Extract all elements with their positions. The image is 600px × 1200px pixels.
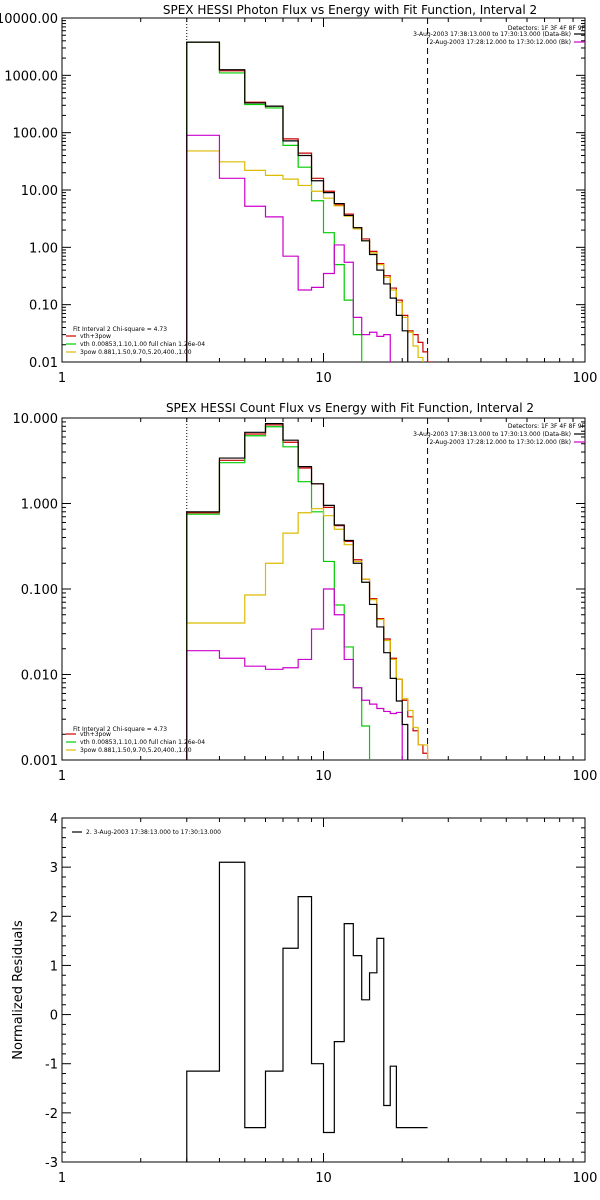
series-line-2	[186, 150, 424, 362]
y-tick-label: 10000.00	[0, 12, 58, 27]
detectors-annotation: Detectors: 1F 3F 4F 8F 9F	[508, 25, 586, 32]
series-line-4	[186, 41, 409, 362]
legend-label: vth+3pow	[80, 333, 111, 340]
y-tick-label: -3	[45, 1156, 58, 1171]
series-line-1	[186, 426, 371, 760]
legend-label: 3pow 0.881,1.50,9.70,5.20,400.,1.00	[80, 349, 192, 356]
x-tick-label: 100	[573, 769, 598, 784]
y-tick-label: 0.10	[29, 299, 58, 314]
y-tick-label: 0.01	[29, 356, 58, 371]
y-tick-label: 1	[50, 959, 58, 974]
y-tick-label: 100.00	[13, 127, 59, 142]
legend-label: vth+3pow	[80, 731, 111, 738]
legend-label: 2-Aug-2003 17:28:12.000 to 17:30:12.000 …	[429, 39, 571, 46]
y-tick-label: 2	[50, 910, 58, 925]
x-tick-label: 1	[58, 1171, 66, 1186]
y-axis-label: Normalized Residuals	[11, 920, 26, 1060]
y-tick-label: -1	[45, 1058, 58, 1073]
legend-top-right: 3-Aug-2003 17:38:13.000 to 17:30:13.000 …	[413, 31, 585, 46]
detectors-annotation: Detectors: 1F 3F 4F 8F 9F	[508, 423, 586, 430]
legend-label: 3pow 0.881,1.50,9.70,5.20,400.,1.00	[80, 747, 192, 754]
y-tick-label: 1.00	[29, 241, 58, 256]
y-tick-label: 10.000	[13, 412, 59, 427]
x-tick-label: 100	[573, 1171, 598, 1186]
count-flux-panel: SPEX HESSI Count Flux vs Energy with Fit…	[13, 401, 598, 784]
legend-label: 2. 3-Aug-2003 17:38:13.000 to 17:30:13.0…	[86, 829, 221, 836]
x-tick-label: 1	[58, 371, 66, 386]
y-tick-label: 0.010	[21, 669, 58, 684]
legend-label: vth 0.00853,1.10,1.00 full chian 1.26e-0…	[80, 341, 205, 348]
photon-flux-panel: SPEX HESSI Photon Flux vs Energy with Fi…	[0, 3, 598, 386]
series-line-0	[186, 861, 428, 1162]
legend-label: vth 0.00853,1.10,1.00 full chian 1.26e-0…	[80, 739, 205, 746]
y-tick-label: 1000.00	[4, 69, 58, 84]
y-tick-label: 0	[50, 1009, 58, 1024]
y-tick-label: 10.00	[21, 184, 58, 199]
series-line-1	[186, 41, 363, 362]
y-tick-label: -2	[45, 1107, 58, 1122]
legend-top-right: 3-Aug-2003 17:38:13.000 to 17:30:13.000 …	[413, 431, 585, 446]
legend-label: 3-Aug-2003 17:38:13.000 to 17:30:13.000 …	[413, 31, 571, 38]
x-tick-label: 10	[315, 769, 332, 784]
y-tick-label: 0.100	[21, 583, 58, 598]
series-line-0	[186, 424, 429, 760]
x-tick-label: 1	[58, 769, 66, 784]
y-tick-label: 1.000	[21, 498, 58, 513]
legend-top-left: 2. 3-Aug-2003 17:38:13.000 to 17:30:13.0…	[72, 829, 221, 836]
series-line-0	[186, 41, 433, 362]
x-tick-label: 100	[573, 371, 598, 386]
y-tick-label: 3	[50, 861, 58, 876]
series-line-4	[186, 423, 409, 760]
chart-title: SPEX HESSI Count Flux vs Energy with Fit…	[166, 401, 534, 415]
fit-annotation: Fit Interval 2 Chi-square = 4.73	[73, 326, 167, 333]
chart-title: SPEX HESSI Photon Flux vs Energy with Fi…	[163, 3, 537, 17]
x-tick-label: 10	[315, 371, 332, 386]
series-line-3	[186, 588, 403, 760]
y-tick-label: 0.001	[21, 754, 58, 769]
x-tick-label: 10	[315, 1171, 332, 1186]
series-line-2	[186, 508, 429, 760]
y-tick-label: 4	[50, 812, 58, 827]
residuals-panel: 1 10 100 -3 -2 -1 0 1 2 3 4 Normalized Residuals 2…	[11, 812, 597, 1186]
fit-annotation: Fit Interval 2 Chi-square = 4.73	[73, 726, 167, 733]
legend-label: 2-Aug-2003 17:28:12.000 to 17:30:12.000 …	[429, 439, 571, 446]
series-line-3	[186, 134, 391, 362]
legend-label: 3-Aug-2003 17:38:13.000 to 17:30:13.000 …	[413, 431, 571, 438]
